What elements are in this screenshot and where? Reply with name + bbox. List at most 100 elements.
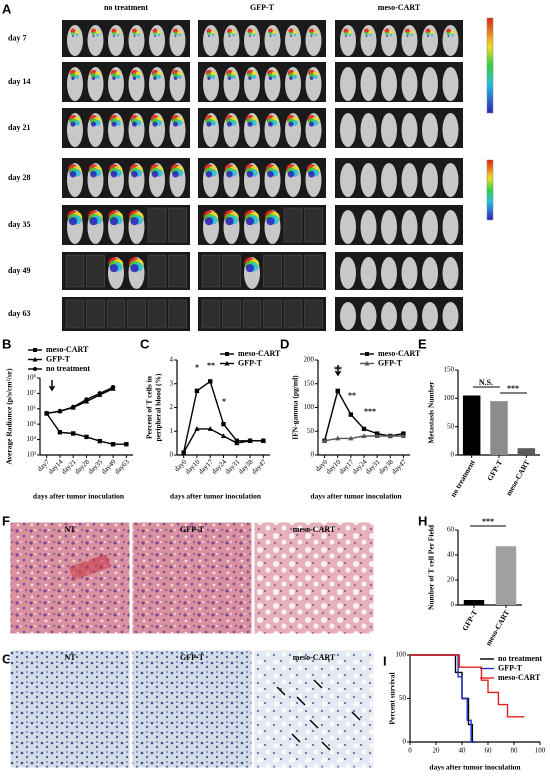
signal: [368, 30, 373, 35]
signal: [90, 170, 97, 178]
signal: [178, 33, 181, 37]
signal: [410, 33, 413, 37]
imaging-cell: [62, 20, 190, 57]
mouse: [381, 210, 397, 244]
mouse: [360, 163, 377, 197]
micrograph: [131, 521, 253, 635]
bar: [490, 401, 508, 455]
signal: [136, 30, 141, 35]
empty-slot: [222, 299, 241, 329]
signal: [132, 28, 137, 34]
legend-label: GFP-T: [378, 358, 403, 367]
imaging-cell: [335, 252, 463, 290]
signal: [74, 74, 80, 79]
day-label: day 63: [8, 309, 30, 318]
bar: [495, 546, 517, 605]
legend-marker: [33, 367, 37, 371]
imaging-cell: [198, 20, 326, 57]
marker: [57, 408, 63, 414]
empty-slot: [168, 254, 187, 288]
x-tick-label: 100: [535, 747, 546, 755]
bar: [463, 600, 485, 605]
signal: [210, 30, 216, 35]
signal: [247, 28, 253, 34]
signal: [312, 120, 319, 126]
imaging-cell: [62, 108, 190, 148]
marker: [361, 433, 367, 438]
signal: [177, 30, 182, 35]
y-tick-label: 10⁶: [27, 404, 37, 412]
arrow-pointer: [296, 696, 306, 706]
legend-label: GFP-T: [238, 358, 263, 367]
y-tick-label: 10⁵: [27, 420, 37, 428]
signal: [268, 73, 273, 79]
arrow-pointer: [321, 741, 331, 751]
x-tick-label: GFP-T: [460, 608, 479, 632]
marker: [348, 412, 354, 417]
y-axis-label: peripheral blood (%): [154, 373, 163, 441]
signal: [226, 170, 233, 178]
signal: [153, 76, 157, 80]
signal: [389, 33, 393, 37]
x-tick-label: day63: [113, 458, 131, 476]
signal: [272, 74, 277, 79]
panel-letter: A: [2, 1, 12, 16]
empty-slot: [168, 299, 187, 329]
empty-slot: [304, 299, 323, 329]
y-tick-label: 4: [170, 356, 174, 364]
signal: [95, 30, 100, 35]
marker: [70, 404, 76, 410]
annotation: **: [207, 361, 215, 370]
mouse: [360, 210, 377, 244]
signal: [288, 121, 294, 127]
mouse: [360, 113, 377, 147]
signal: [91, 31, 96, 36]
signal: [451, 33, 454, 37]
signal: [313, 30, 318, 35]
signal: [245, 264, 255, 273]
empty-slot: [242, 299, 262, 329]
signal: [364, 31, 369, 36]
signal: [177, 74, 182, 79]
signal: [289, 31, 293, 36]
signal: [210, 74, 216, 79]
signal: [110, 170, 118, 178]
annotation: ***: [507, 384, 519, 393]
mouse: [422, 210, 438, 244]
marker: [208, 379, 213, 384]
signal: [136, 74, 141, 79]
y-axis-label: Average Radiance (p/s/cm²/sr): [5, 368, 14, 465]
signal: [157, 33, 161, 37]
signal: [156, 30, 162, 35]
treatment-arrow: [48, 380, 56, 392]
signal: [232, 33, 235, 37]
micrograph: [253, 649, 375, 769]
mouse: [340, 302, 356, 330]
mouse: [381, 113, 397, 147]
signal: [251, 74, 257, 79]
y-tick-label: 10⁷: [27, 389, 37, 397]
empty-slot: [304, 254, 323, 288]
signal: [245, 217, 255, 226]
panel-letter: I: [383, 653, 387, 668]
signal: [247, 121, 253, 127]
marker: [97, 438, 102, 444]
y-tick-label: 20: [447, 576, 455, 584]
mouse: [340, 67, 356, 101]
x-axis-label: days after tumor inoculation: [33, 492, 125, 501]
marker: [84, 434, 89, 440]
mouse: [442, 67, 459, 101]
signal: [251, 120, 257, 126]
imaging-cell: [198, 158, 326, 198]
mouse: [381, 67, 397, 101]
signal: [75, 33, 79, 37]
signal: [69, 170, 77, 178]
mouse: [401, 257, 418, 289]
mouse: [360, 302, 377, 330]
signal: [206, 28, 212, 34]
marker: [110, 384, 116, 390]
imaging-cell: [62, 62, 190, 102]
signal: [447, 35, 450, 38]
signal: [173, 31, 178, 36]
